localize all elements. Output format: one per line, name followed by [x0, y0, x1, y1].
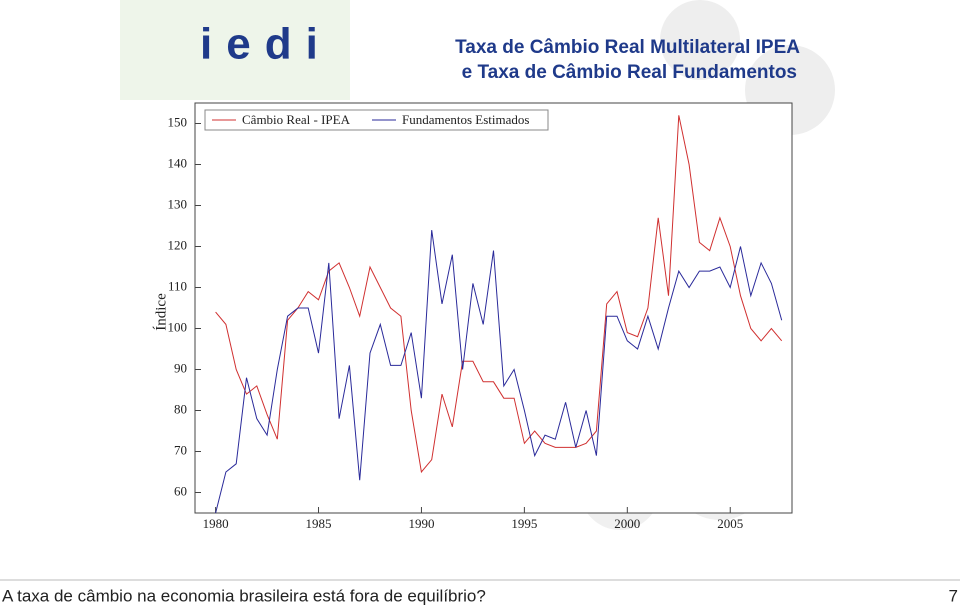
y-axis-label: Índice [152, 293, 169, 331]
y-tick-label: 110 [168, 278, 187, 293]
y-tick-label: 150 [168, 114, 188, 129]
y-tick-label: 70 [174, 442, 187, 457]
plot-frame [194, 102, 793, 514]
series-line [215, 115, 783, 474]
y-tick-label: 60 [174, 483, 187, 498]
y-tick-label: 100 [168, 319, 188, 334]
x-tick-label: 2005 [717, 516, 743, 531]
footer-text: A taxa de câmbio na economia brasileira … [2, 586, 486, 605]
page-number: 7 [949, 586, 958, 605]
x-tick-label: 1980 [203, 516, 229, 531]
y-tick-label: 120 [168, 237, 188, 252]
legend-label: Câmbio Real - IPEA [242, 112, 351, 127]
y-tick-label: 130 [168, 196, 188, 211]
brand-logo: iedi [200, 20, 332, 69]
y-tick-label: 140 [168, 155, 188, 170]
chart-title: Taxa de Câmbio Real Multilateral IPEA [455, 37, 800, 58]
x-tick-label: 2000 [614, 516, 640, 531]
x-tick-label: 1995 [511, 516, 537, 531]
legend-label: Fundamentos Estimados [402, 112, 529, 127]
y-tick-label: 80 [174, 401, 187, 416]
y-tick-label: 90 [174, 360, 187, 375]
series-line [215, 230, 783, 514]
chart-title: e Taxa de Câmbio Real Fundamentos [462, 62, 797, 83]
x-tick-label: 1990 [408, 516, 434, 531]
x-tick-label: 1985 [306, 516, 332, 531]
